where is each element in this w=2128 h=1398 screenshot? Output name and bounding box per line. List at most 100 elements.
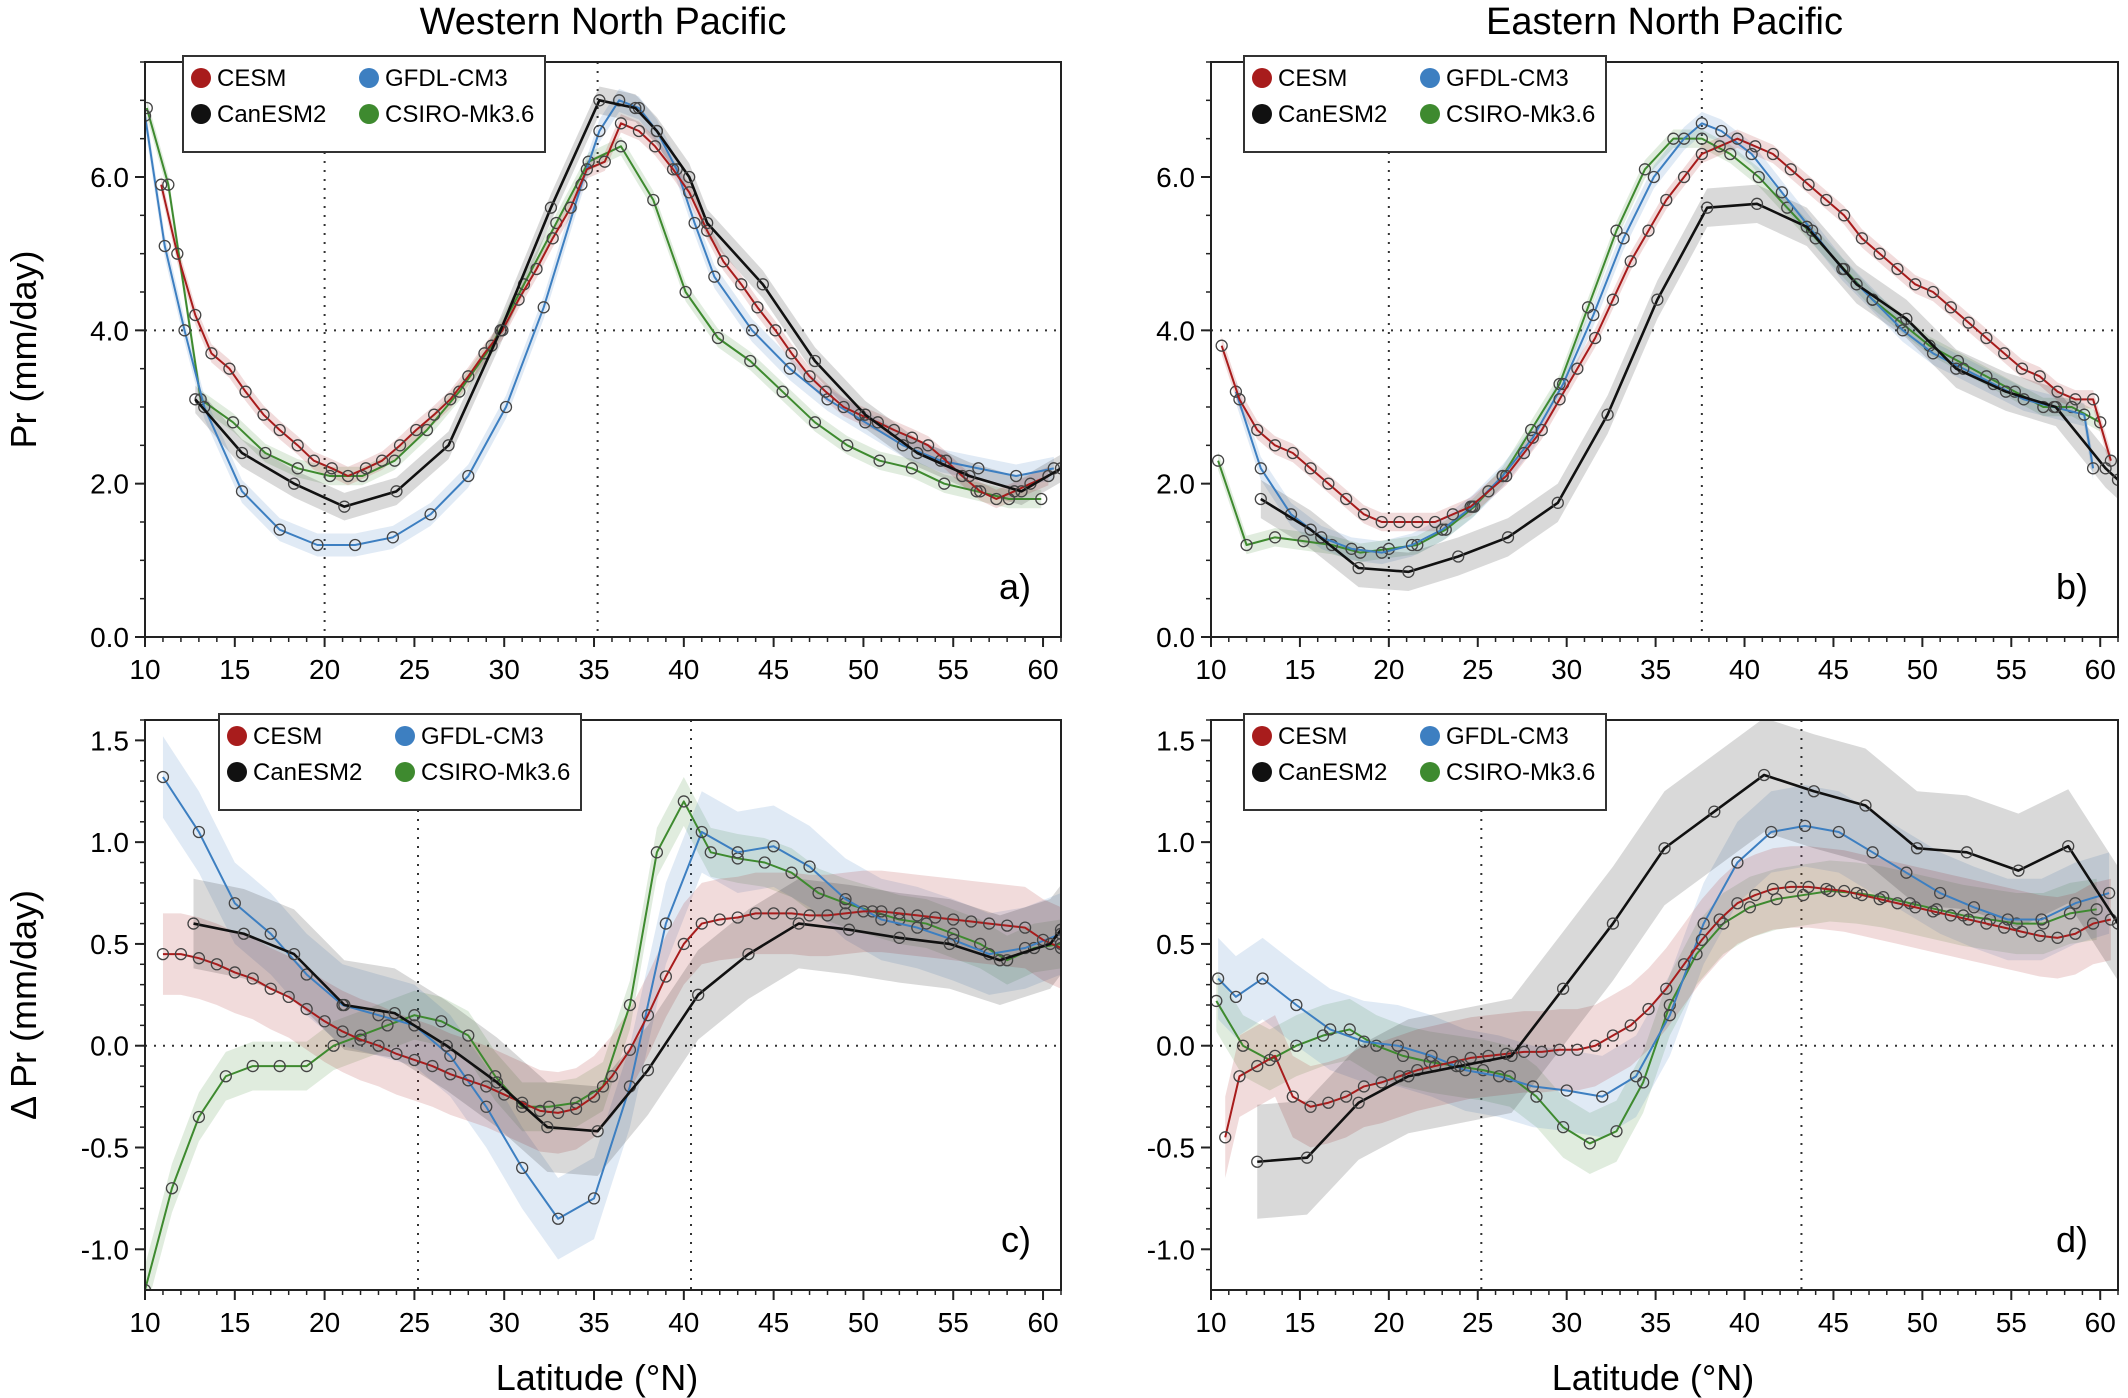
series-group [145, 736, 1061, 1290]
data-point-cesm [2033, 370, 2046, 383]
data-point-cesm [1304, 1100, 1317, 1113]
data-point-cesm [929, 911, 942, 924]
series-line-gfdl-cm3 [1234, 122, 2095, 554]
data-point-cesm [1606, 293, 1620, 306]
data-point-csiro-mk3-6 [162, 178, 175, 191]
data-point-cesm [803, 370, 816, 383]
data-point-cesm [1926, 905, 1940, 918]
data-point-cesm [341, 469, 355, 483]
data-point-gfdl-cm3 [1934, 886, 1947, 900]
data-point-csiro-mk3-6 [2090, 903, 2103, 916]
data-point-cesm [1962, 913, 1975, 926]
series-line-canesm2 [1260, 202, 2118, 574]
data-point-gfdl-cm3 [1629, 1070, 1643, 1083]
data-point-cesm [1695, 933, 1708, 947]
data-point-cesm [171, 247, 184, 260]
x-tick-label: 30 [1551, 1307, 1582, 1338]
data-point-gfdl-cm3 [1391, 1039, 1404, 1052]
data-point-cesm [1553, 393, 1566, 406]
data-point-gfdl-cm3 [972, 462, 985, 475]
data-point-canesm2 [390, 485, 403, 498]
data-point-cesm [2015, 925, 2029, 938]
data-point-cesm [803, 909, 816, 922]
data-point-cesm [857, 905, 870, 918]
data-point-canesm2 [1054, 923, 1061, 936]
series-line-gfdl-cm3 [145, 99, 1055, 546]
x-tick-label: 60 [2085, 654, 2116, 685]
data-point-canesm2 [2099, 462, 2112, 475]
x-tick-label: 55 [938, 1307, 969, 1338]
data-point-gfdl-cm3 [198, 400, 211, 414]
data-point-cesm [785, 347, 798, 360]
data-point-cesm [1018, 921, 1032, 934]
data-point-cesm [1357, 508, 1371, 521]
panel-letter: b) [2056, 566, 2088, 607]
x-tick-label: 40 [668, 654, 699, 685]
y-axis-label: Δ Pr (mm/day) [3, 890, 44, 1120]
data-point-gfdl-cm3 [311, 538, 324, 552]
data-point-cesm [580, 163, 593, 176]
data-point-canesm2 [1254, 492, 1267, 506]
x-tick-label: 25 [399, 1307, 430, 1338]
legend-marker-csiro-mk3-6 [1420, 104, 1440, 124]
data-point-csiro-mk3-6 [650, 846, 664, 859]
data-point-cesm [1998, 921, 2011, 934]
legend-entry-csiro-mk3-6: CSIRO-Mk3.6 [1446, 759, 1595, 786]
data-point-cesm [307, 454, 320, 467]
data-point-cesm [623, 1043, 637, 1056]
data-point-gfdl-cm3 [911, 921, 924, 934]
data-point-cesm [1980, 331, 1993, 345]
data-point-csiro-mk3-6 [1396, 1049, 1410, 1063]
legend-entry-gfdl-cm3: GFDL-CM3 [421, 723, 544, 750]
data-point-cesm [905, 431, 919, 444]
data-point-cesm [767, 907, 780, 920]
x-tick-label: 15 [219, 1307, 250, 1338]
data-point-gfdl-cm3 [408, 1019, 421, 1032]
uncertainty-band-csiro-mk3-6 [145, 777, 1061, 1290]
data-point-gfdl-cm3 [1967, 901, 1981, 914]
data-point-gfdl-cm3 [235, 485, 249, 498]
legend-entry-csiro-mk3-6: CSIRO-Mk3.6 [1446, 101, 1595, 128]
data-point-cesm [2086, 917, 2100, 930]
data-point-canesm2 [1304, 523, 1317, 536]
data-point-canesm2 [650, 124, 664, 138]
y-tick-label: 1.0 [90, 827, 129, 858]
data-point-csiro-mk3-6 [785, 866, 798, 879]
data-point-cesm [325, 462, 338, 475]
data-point-canesm2 [1807, 785, 1821, 798]
data-point-cesm [516, 1096, 529, 1109]
data-point-csiro-mk3-6 [354, 1029, 367, 1042]
data-point-gfdl-cm3 [575, 178, 588, 191]
data-point-csiro-mk3-6 [1240, 538, 1253, 552]
data-point-canesm2 [187, 917, 200, 930]
data-point-gfdl-cm3 [156, 770, 170, 784]
data-point-csiro-mk3-6 [1236, 1039, 1250, 1052]
data-point-canesm2 [963, 469, 976, 483]
data-point-gfdl-cm3 [386, 531, 400, 544]
data-point-cesm [1606, 1029, 1620, 1042]
data-point-canesm2 [338, 500, 351, 513]
data-point-cesm [871, 416, 884, 429]
data-point-gfdl-cm3 [1617, 232, 1630, 245]
series-line-canesm2 [193, 922, 1061, 1133]
data-point-cesm [1042, 469, 1055, 483]
data-point-cesm [291, 439, 304, 452]
x-tick-label: 10 [1195, 654, 1226, 685]
data-point-cesm [569, 1102, 583, 1115]
data-point-csiro-mk3-6 [1343, 1023, 1356, 1036]
data-point-csiro-mk3-6 [435, 1015, 448, 1028]
data-point-cesm [1304, 462, 1317, 475]
data-point-gfdl-cm3 [192, 825, 206, 839]
data-point-canesm2 [1859, 799, 1872, 812]
data-point-csiro-mk3-6 [1638, 163, 1652, 176]
data-point-gfdl-cm3 [587, 1192, 601, 1205]
data-point-cesm [1802, 178, 1815, 191]
data-point-canesm2 [1505, 1049, 1518, 1063]
data-point-cesm [551, 1106, 565, 1120]
data-point-cesm [819, 385, 832, 398]
series-line-canesm2 [1257, 773, 2118, 1164]
panel-d: 10 15 20 25 30 35 40 45 50 55 60 -1.0 -0.5 0.0 0.5 1.0 1… [1147, 713, 2119, 1338]
data-point-cesm [1677, 958, 1691, 971]
x-tick-label: 10 [129, 654, 160, 685]
